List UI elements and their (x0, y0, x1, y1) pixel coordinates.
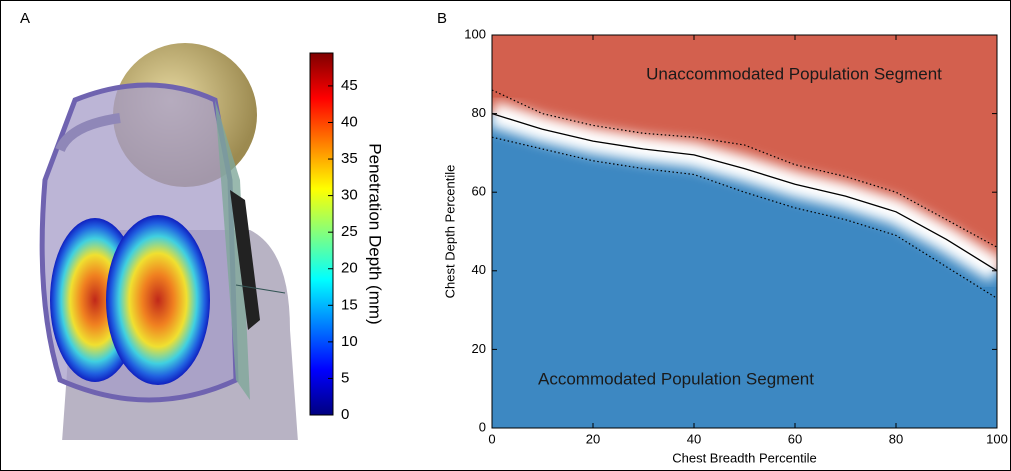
x-tick-label: 0 (488, 431, 495, 446)
shell-side (215, 100, 250, 400)
colorbar-tick-label: 30 (341, 187, 358, 204)
panel-label: A (20, 10, 30, 27)
annotation: Unaccommodated Population Segment (646, 64, 942, 83)
colorbar (309, 52, 334, 416)
x-tick-label: 80 (889, 431, 903, 446)
y-axis-label: Chest Depth Percentile (442, 165, 457, 299)
colorbar-label: Penetration Depth (mm) (366, 143, 385, 324)
x-tick-label: 60 (788, 431, 802, 446)
render (39, 43, 298, 440)
region-below (492, 113, 997, 428)
y-tick-label: 40 (472, 262, 486, 277)
plot-frame (491, 34, 998, 429)
rim (55, 113, 121, 153)
colorbar-tick-label: 15 (341, 296, 358, 313)
pointer (235, 284, 286, 294)
colorbar-tick-label: 20 (341, 260, 358, 277)
line (492, 136, 997, 299)
colorbar-tick-label: 45 (341, 77, 358, 94)
line (492, 89, 997, 248)
colorbar-tick-label: 5 (341, 369, 349, 386)
line (492, 112, 997, 272)
annotation: Accommodated Population Segment (538, 369, 814, 388)
x-tick-label: 20 (586, 431, 600, 446)
background (492, 35, 997, 428)
y-tick-label: 0 (479, 419, 486, 434)
y-tick-label: 80 (472, 105, 486, 120)
x-axis-label: Chest Breadth Percentile (672, 450, 817, 465)
colorbar-tick-label: 25 (341, 223, 358, 240)
heat-right (106, 215, 210, 385)
x-tick-label: 40 (687, 431, 701, 446)
y-tick-label: 60 (472, 184, 486, 199)
y-tick-label: 20 (472, 341, 486, 356)
colorbar-tick-label: 40 (341, 113, 358, 130)
x-tick-label: 100 (986, 431, 1008, 446)
colorbar-tick-label: 0 (341, 406, 349, 423)
strap (230, 190, 260, 330)
y-tick-label: 100 (464, 26, 486, 41)
panel-label: B (437, 10, 447, 27)
colorbar-tick-label: 35 (341, 150, 358, 167)
colorbar-tick-label: 10 (341, 333, 358, 350)
